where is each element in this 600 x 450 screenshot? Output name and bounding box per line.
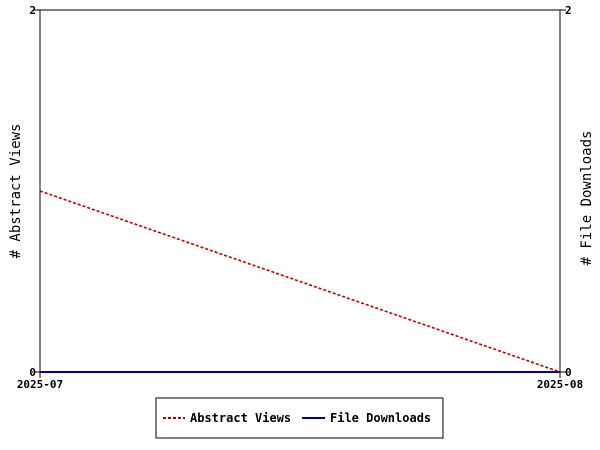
plot-area	[39, 9, 561, 373]
x-tick-label-end: 2025-08	[537, 378, 583, 391]
legend-box	[155, 397, 444, 439]
left-tick-label-min: 0	[29, 366, 36, 379]
left-tick-label-max: 2	[29, 4, 36, 17]
series-line-abstract-views	[39, 190, 561, 373]
right-tick-label-max: 2	[565, 4, 572, 17]
legend-label-abstract-views: Abstract Views	[190, 411, 291, 425]
series-layer	[39, 190, 561, 373]
right-axis-title: # File Downloads	[579, 131, 595, 266]
x-tick-label-start: 2025-07	[17, 378, 63, 391]
right-tick-label-min: 0	[565, 366, 572, 379]
left-axis-title: # Abstract Views	[8, 124, 24, 259]
legend-label-file-downloads: File Downloads	[330, 411, 431, 425]
legend: Abstract Views File Downloads	[155, 397, 444, 439]
